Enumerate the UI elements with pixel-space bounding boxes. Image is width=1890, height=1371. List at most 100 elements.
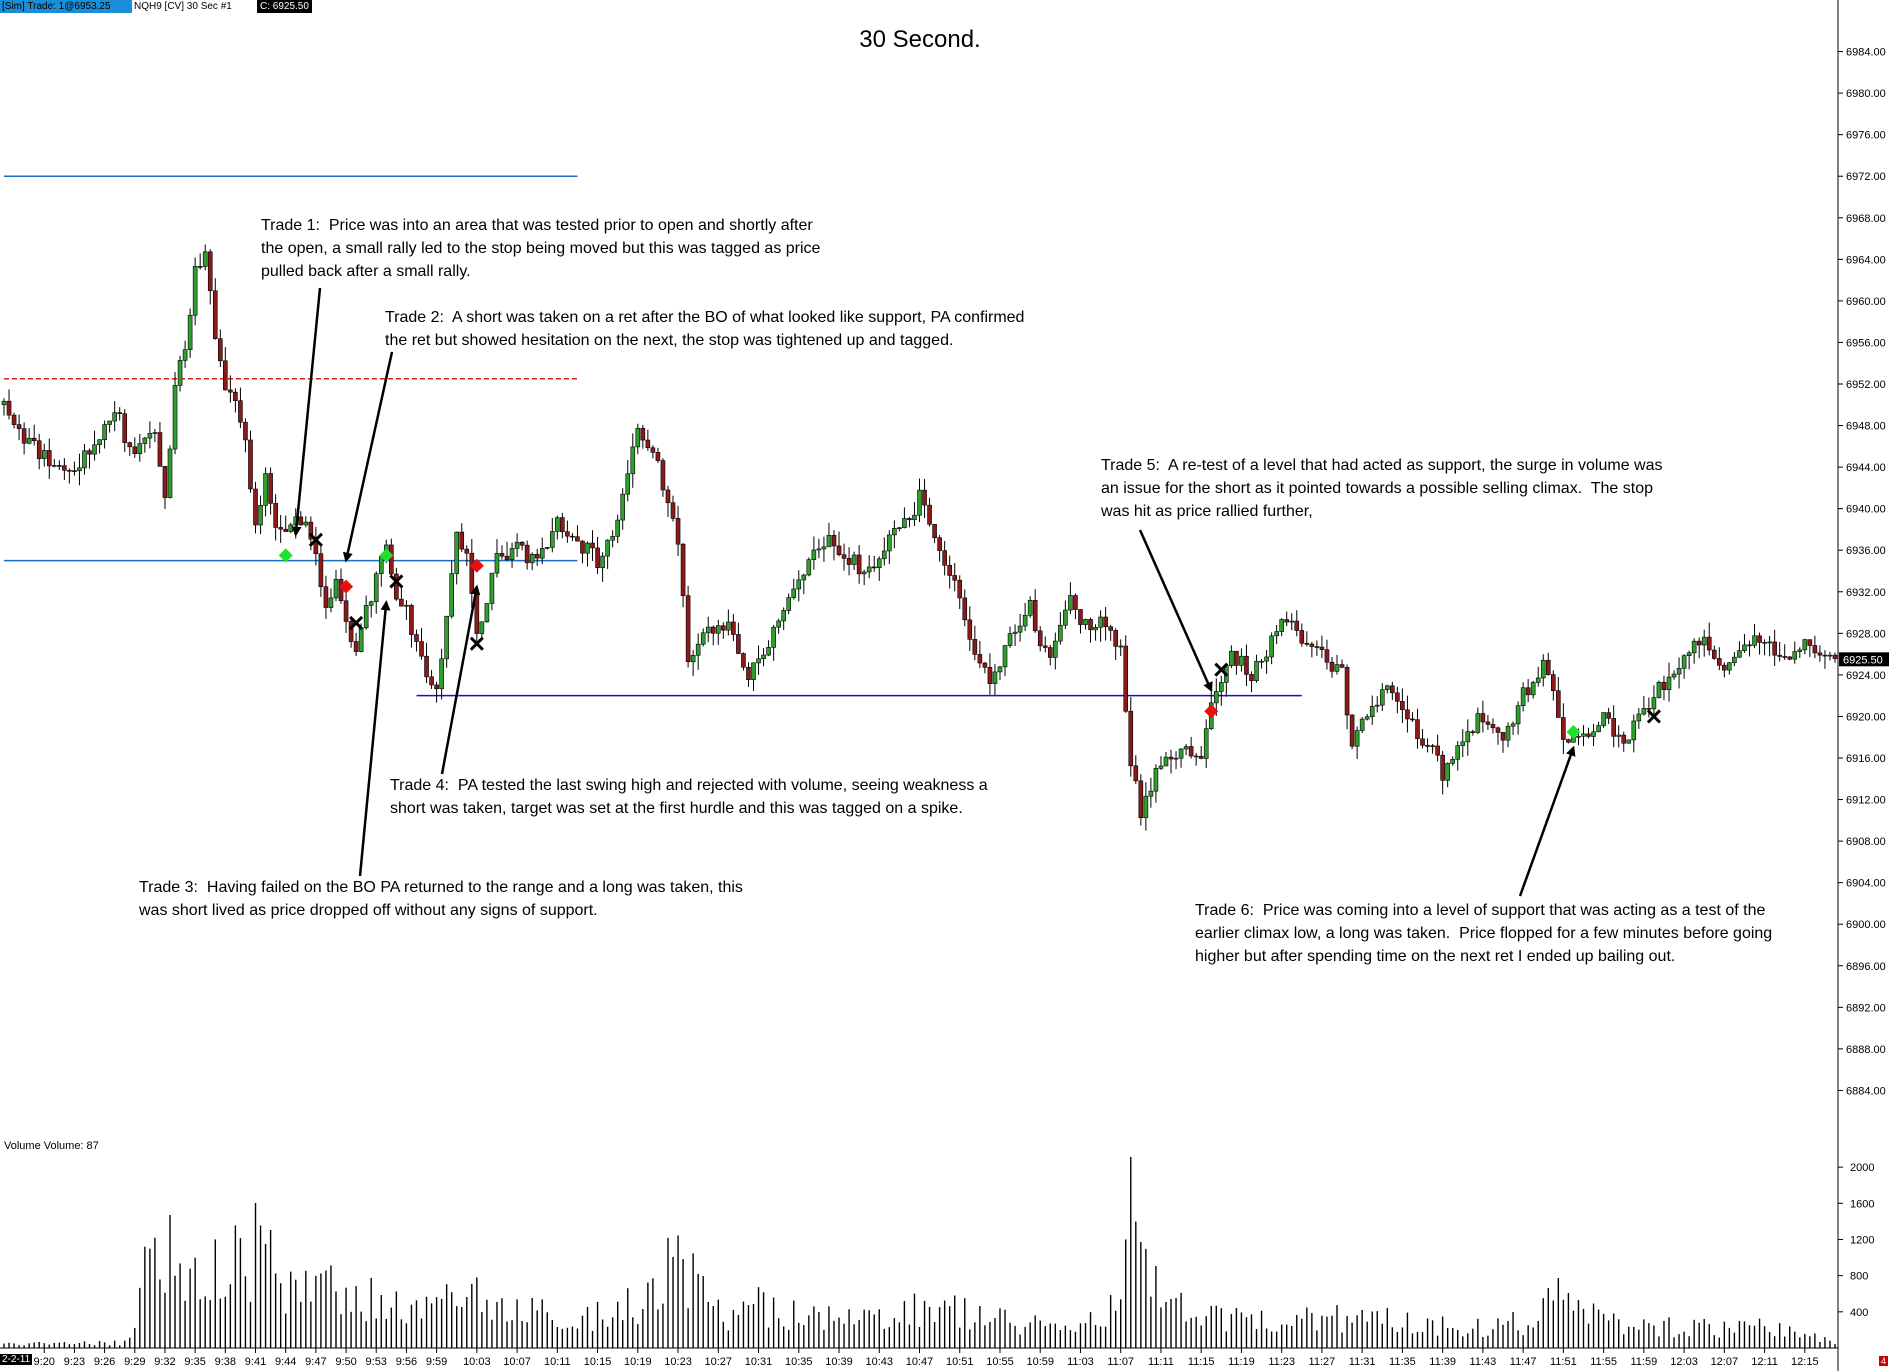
candle-body: [454, 531, 460, 574]
price-tick-label: 6956.00: [1846, 337, 1886, 349]
candle-body: [957, 579, 963, 599]
annotation-arrow: [342, 351, 394, 563]
price-tick-label: 6968.00: [1846, 213, 1886, 225]
candle-body: [675, 518, 681, 545]
candle-body: [197, 266, 203, 268]
candle-body: [1, 400, 7, 406]
time-tick-label: 10:27: [705, 1356, 733, 1368]
candle-body: [776, 620, 781, 628]
candle-body: [394, 573, 399, 600]
time-tick-label: 11:51: [1550, 1356, 1577, 1368]
candle-body: [409, 604, 414, 635]
candle-body: [449, 573, 454, 617]
candle-body: [243, 421, 248, 441]
candle-body: [353, 641, 359, 652]
trade-exit-marker: [1214, 662, 1229, 677]
price-tick-label: 6936.00: [1846, 545, 1886, 557]
candle-body: [821, 546, 827, 550]
candle-body: [303, 521, 309, 526]
candle-body: [917, 489, 922, 516]
candle-body: [1334, 664, 1340, 672]
candle-body: [892, 528, 897, 536]
candle-body: [46, 450, 52, 467]
time-tick-label: 12:15: [1791, 1356, 1819, 1368]
candle-body: [635, 427, 641, 448]
exit-cross-stroke: [469, 636, 484, 651]
candle-body: [1742, 644, 1747, 651]
candle-body: [1304, 642, 1310, 645]
candle-body: [1440, 754, 1445, 781]
candle-body: [1289, 620, 1295, 623]
candle-body: [6, 400, 12, 416]
corner-badge: 4: [1878, 1356, 1888, 1366]
last-price-marker: [1839, 652, 1889, 667]
candle-body: [16, 424, 22, 429]
candle-body: [1379, 689, 1385, 706]
price-tick-label: 6928.00: [1846, 628, 1886, 640]
candle-body: [1752, 635, 1757, 646]
candle-body: [1073, 595, 1078, 610]
candle-body: [670, 502, 676, 519]
candle-body: [202, 251, 208, 267]
candle-body: [1495, 727, 1501, 733]
candle-body: [207, 251, 213, 292]
candle-body: [1566, 739, 1571, 743]
candle-body: [977, 654, 983, 664]
candle-body: [122, 413, 128, 443]
time-tick-label: 9:53: [366, 1356, 387, 1368]
candle-body: [1641, 708, 1647, 715]
candle-body: [87, 450, 92, 455]
candle-body: [1737, 650, 1742, 658]
candle-body: [378, 556, 384, 575]
trade-exit-marker: [1646, 709, 1661, 724]
price-tick-label: 6908.00: [1846, 836, 1886, 848]
candle-body: [1344, 667, 1350, 716]
candle-body: [92, 444, 97, 455]
candle-body: [1616, 734, 1622, 737]
candle-body: [700, 632, 706, 645]
candle-body: [368, 601, 374, 606]
candle-body: [1681, 655, 1687, 669]
candle-body: [283, 528, 288, 532]
annotation-trade-3: Trade 3: Having failed on the BO PA retu…: [139, 879, 743, 919]
candle-body: [605, 539, 610, 557]
candle-body: [1068, 595, 1073, 611]
candle-body: [147, 433, 153, 439]
candle-body: [801, 574, 807, 581]
time-tick-label: 11:07: [1107, 1356, 1134, 1368]
time-tick-label: 10:23: [664, 1356, 692, 1368]
candle-body: [1007, 633, 1013, 646]
annotation-arrow: [1138, 529, 1213, 693]
candle-body: [1027, 600, 1033, 616]
candle-body: [1113, 630, 1118, 647]
candle-body: [1012, 631, 1018, 634]
sim-trade-badge[interactable]: [Sim] Trade: 1@6953.25: [0, 0, 132, 13]
candle-body: [1017, 625, 1023, 633]
candle-body: [529, 553, 535, 564]
candle-body: [1787, 656, 1793, 660]
candle-body: [253, 488, 258, 526]
candle-body: [1234, 650, 1239, 666]
candle-body: [444, 615, 449, 660]
candle-body: [484, 603, 490, 623]
candle-body: [1022, 614, 1028, 627]
exit-cross-stroke: [1646, 709, 1661, 724]
candle-body: [132, 446, 138, 454]
candle-body: [429, 676, 434, 686]
short-entry-marker: [339, 579, 354, 594]
candle-body: [866, 566, 872, 573]
price-tick-label: 6888.00: [1846, 1044, 1886, 1056]
candle-body: [806, 559, 812, 576]
candle-body: [1762, 642, 1767, 644]
time-tick-label: 11:27: [1309, 1356, 1336, 1368]
candle-body: [157, 432, 163, 467]
candle-body: [952, 575, 958, 581]
candle-body: [1395, 692, 1400, 702]
time-tick-label: 9:47: [305, 1356, 326, 1368]
candle-body: [1269, 635, 1274, 658]
candle-body: [1430, 745, 1435, 748]
candle-body: [590, 542, 595, 549]
volume-tick-label: 1200: [1850, 1234, 1874, 1246]
candle-body: [715, 625, 721, 634]
